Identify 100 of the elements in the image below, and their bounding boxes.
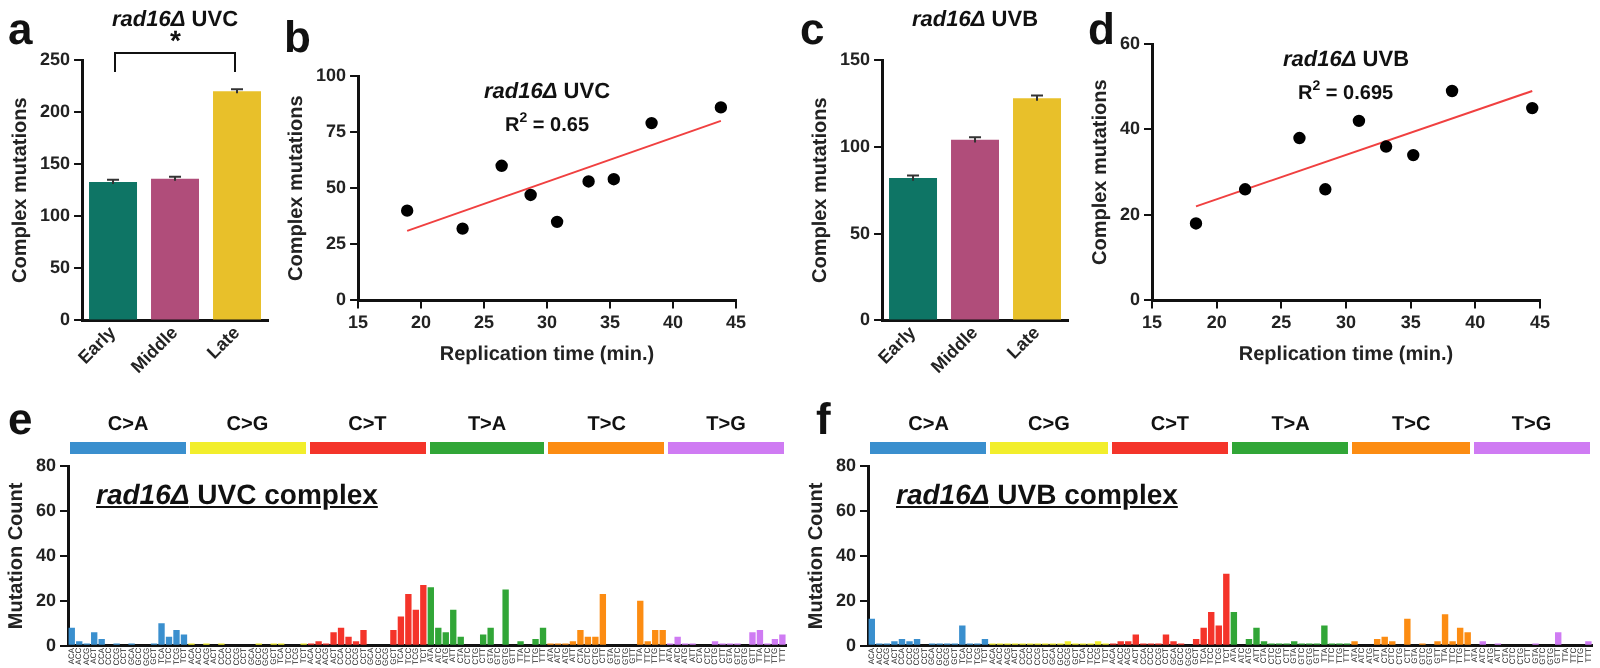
text: C>T (1150, 414, 1190, 436)
point (495, 159, 508, 172)
bar (1162, 634, 1170, 645)
text: c (800, 4, 825, 54)
bar (420, 585, 427, 645)
bar (1404, 618, 1411, 645)
bar (959, 625, 966, 645)
text: T>A (1271, 414, 1310, 436)
annotation: R$^{2}$ = 0.65 (505, 112, 589, 137)
y-tick-label: 60 (35, 499, 57, 520)
point (1189, 217, 1203, 230)
y-tick-label: 40 (35, 544, 57, 565)
text: C>G (226, 414, 269, 436)
y-tick-label: 40 (1119, 118, 1141, 139)
bar (898, 639, 906, 645)
bar (868, 618, 875, 645)
y-axis-title: Complex mutations (285, 94, 308, 281)
y-tick-label: 40 (835, 544, 857, 565)
bar (1456, 627, 1464, 645)
text: d (1088, 4, 1115, 54)
bar (213, 91, 261, 320)
bar (1381, 636, 1388, 645)
bar (577, 630, 584, 645)
text: T>C (1392, 414, 1431, 436)
text: C>G (1028, 414, 1070, 436)
chart-title: rad16Δ UVB complex (896, 478, 1178, 510)
bar (1230, 612, 1238, 645)
x-tick-label: Late (203, 322, 244, 363)
point (550, 215, 564, 229)
bar (337, 627, 345, 645)
y-tick-label: 0 (860, 309, 871, 330)
bar (779, 634, 786, 645)
x-tick-label: 25 (474, 312, 495, 333)
y-tick-label: 150 (39, 153, 71, 174)
bar (659, 630, 666, 645)
point (1319, 183, 1332, 196)
text: C>T (348, 414, 387, 436)
point (1379, 140, 1393, 153)
bar (584, 636, 592, 645)
bar (1208, 612, 1215, 645)
bar (889, 178, 938, 320)
text: T>G (706, 414, 746, 436)
y-tick-label: 0 (1129, 289, 1141, 310)
y-tick-label: 0 (845, 634, 857, 655)
point (714, 101, 728, 114)
bar (1013, 98, 1061, 320)
bar (450, 609, 457, 645)
bar (151, 178, 200, 320)
y-tick-label: 100 (839, 135, 871, 156)
bar (180, 634, 188, 645)
point (1352, 114, 1366, 128)
text: C>A (107, 414, 149, 436)
bar (89, 181, 138, 320)
bar (502, 589, 509, 645)
x-tick-label: 40 (1465, 312, 1486, 333)
bar (427, 587, 434, 645)
y-tick-label: 75 (326, 121, 347, 142)
bar (1373, 639, 1381, 645)
y-tick-label: 0 (45, 634, 57, 655)
y-tick-label: 20 (35, 589, 57, 610)
x-tick-label: 20 (411, 312, 432, 333)
y-tick-label: 50 (326, 177, 347, 198)
x-tick-label: 30 (1336, 312, 1357, 333)
y-axis-title: Complex mutations (809, 96, 832, 284)
y-tick-label: 80 (835, 454, 857, 475)
bar (360, 630, 367, 645)
point (400, 204, 414, 217)
x-tick-label: 20 (1206, 312, 1227, 333)
bar (1223, 573, 1230, 645)
point (1445, 84, 1459, 98)
y-axis-title: Mutation Count (805, 481, 828, 630)
bar (1132, 634, 1139, 645)
bar (913, 639, 921, 645)
point (1526, 101, 1539, 115)
x-tick-label: 15 (348, 312, 369, 333)
x-tick-label: 30 (537, 312, 558, 333)
bar (771, 639, 779, 645)
point (1238, 183, 1252, 196)
x-tick-label: 25 (1271, 312, 1292, 333)
y-tick-label: 150 (839, 48, 871, 69)
y-tick-label: 100 (315, 64, 347, 85)
y-tick-label: 20 (835, 589, 857, 610)
x-tick-label: Late (1003, 322, 1044, 363)
y-tick-label: 80 (35, 454, 57, 475)
y-tick-label: 0 (60, 309, 71, 330)
y-axis-title: Complex mutations (9, 96, 32, 284)
bar (345, 636, 352, 645)
text: T>A (467, 414, 507, 436)
x-tick-label: 35 (1400, 312, 1421, 333)
bar (68, 627, 75, 645)
point (1293, 131, 1306, 145)
y-tick-label: 60 (835, 499, 857, 520)
y-tick-label: 20 (1119, 203, 1141, 224)
bar (158, 623, 165, 645)
point (456, 222, 469, 235)
x-tick-label: 45 (725, 312, 747, 333)
y-axis-title: Mutation Count (5, 481, 28, 630)
y-tick-label: 50 (850, 222, 871, 243)
chart-title: rad16Δ UVC (484, 80, 611, 104)
bar (330, 632, 337, 645)
